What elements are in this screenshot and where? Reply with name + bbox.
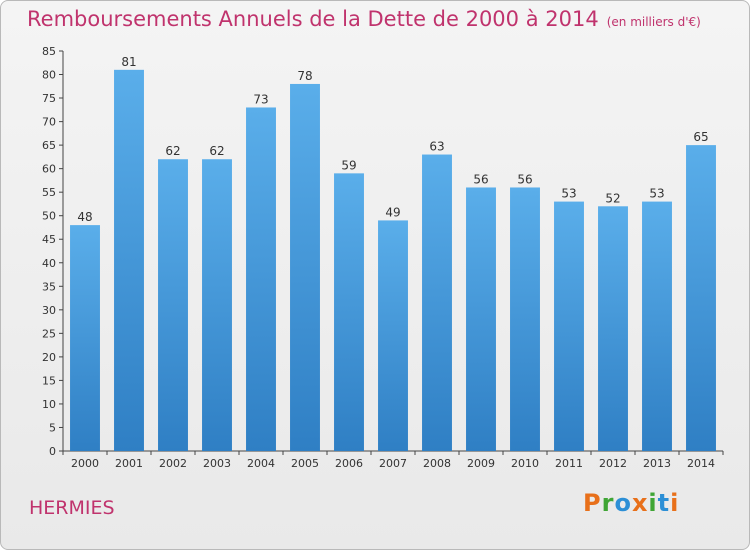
- bar-value-label: 65: [693, 130, 708, 144]
- bar-2005[interactable]: [290, 83, 320, 452]
- x-tick-label: 2000: [71, 457, 99, 470]
- bar-value-label: 81: [121, 55, 136, 69]
- bar-value-label: 73: [253, 92, 268, 106]
- proxiti-logo[interactable]: Proxiti: [583, 489, 679, 517]
- x-tick-label: 2002: [159, 457, 187, 470]
- bar-value-label: 59: [341, 158, 356, 172]
- bar-2007[interactable]: [378, 220, 408, 451]
- logo-letter: r: [601, 489, 615, 517]
- bar-value-label: 53: [649, 187, 664, 201]
- bar-value-label: 56: [517, 172, 532, 186]
- axes: 0 5 10 15 20 25 30 35 40 45 50 55 60 65 70 75 80 85 2000 20…: [42, 45, 724, 470]
- bar-2011[interactable]: [554, 201, 584, 451]
- bar-labels: 48 81 62 62 73 78 59 49 63 56 56 53 52 53 65: [77, 55, 708, 224]
- bar-value-label: 62: [209, 144, 224, 158]
- bar-value-label: 52: [605, 191, 620, 205]
- bar-value-label: 63: [429, 140, 444, 154]
- bar-2012[interactable]: [598, 206, 628, 451]
- x-tick-label: 2007: [379, 457, 407, 470]
- y-tick-label: 60: [42, 163, 56, 176]
- x-tick-label: 2014: [687, 457, 715, 470]
- logo-letter: i: [670, 489, 680, 517]
- chart-subtitle: (en milliers d'€): [606, 15, 701, 29]
- y-tick-label: 20: [42, 351, 56, 364]
- logo-letter: P: [583, 489, 602, 517]
- y-tick-label: 80: [42, 69, 56, 82]
- logo-letter: i: [648, 489, 658, 517]
- bar-value-label: 62: [165, 144, 180, 158]
- chart-title: Remboursements Annuels de la Dette de 20…: [27, 7, 701, 31]
- x-tick-label: 2009: [467, 457, 495, 470]
- logo-letter: x: [631, 489, 649, 517]
- y-tick-label: 35: [42, 280, 56, 293]
- commune-name: HERMIES: [29, 497, 115, 519]
- bar-value-label: 56: [473, 172, 488, 186]
- y-tick-label: 15: [42, 374, 56, 387]
- y-tick-label: 10: [42, 398, 56, 411]
- bar-2013[interactable]: [642, 201, 672, 451]
- bar-2014[interactable]: [686, 145, 716, 451]
- chart-title-text: Remboursements Annuels de la Dette de 20…: [27, 7, 599, 31]
- x-tick-label: 2008: [423, 457, 451, 470]
- y-tick-label: 50: [42, 210, 56, 223]
- bar-2003[interactable]: [202, 159, 232, 451]
- y-tick-label: 55: [42, 186, 56, 199]
- y-tick-label: 85: [42, 45, 56, 58]
- bar-2010[interactable]: [510, 187, 540, 451]
- y-tick-label: 45: [42, 233, 56, 246]
- x-tick-label: 2011: [555, 457, 583, 470]
- bar-value-label: 49: [385, 205, 400, 219]
- y-tick-label: 75: [42, 92, 56, 105]
- bar-value-label: 53: [561, 187, 576, 201]
- x-tick-label: 2012: [599, 457, 627, 470]
- bar-2000[interactable]: [70, 225, 100, 451]
- y-tick-label: 25: [42, 327, 56, 340]
- bar-2006[interactable]: [334, 173, 364, 451]
- y-tick-label: 40: [42, 257, 56, 270]
- bar-value-label: 48: [77, 210, 92, 224]
- logo-letter: o: [614, 489, 632, 517]
- x-tick-label: 2003: [203, 457, 231, 470]
- bar-2001[interactable]: [114, 69, 144, 451]
- x-tick-label: 2001: [115, 457, 143, 470]
- x-tick-label: 2004: [247, 457, 275, 470]
- y-tick-label: 70: [42, 116, 56, 129]
- y-tick-label: 5: [49, 421, 56, 434]
- logo-letter: t: [657, 489, 671, 517]
- bar-value-label: 78: [297, 69, 312, 83]
- bars: [70, 69, 716, 452]
- bar-2009[interactable]: [466, 187, 496, 451]
- x-tick-label: 2010: [511, 457, 539, 470]
- y-tick-label: 30: [42, 304, 56, 317]
- x-tick-label: 2005: [291, 457, 319, 470]
- y-tick-label: 65: [42, 139, 56, 152]
- y-tick-label: 0: [49, 445, 56, 458]
- bar-2004[interactable]: [246, 107, 276, 452]
- bar-2008[interactable]: [422, 154, 452, 451]
- bar-2002[interactable]: [158, 159, 188, 451]
- x-tick-label: 2006: [335, 457, 363, 470]
- x-tick-label: 2013: [643, 457, 671, 470]
